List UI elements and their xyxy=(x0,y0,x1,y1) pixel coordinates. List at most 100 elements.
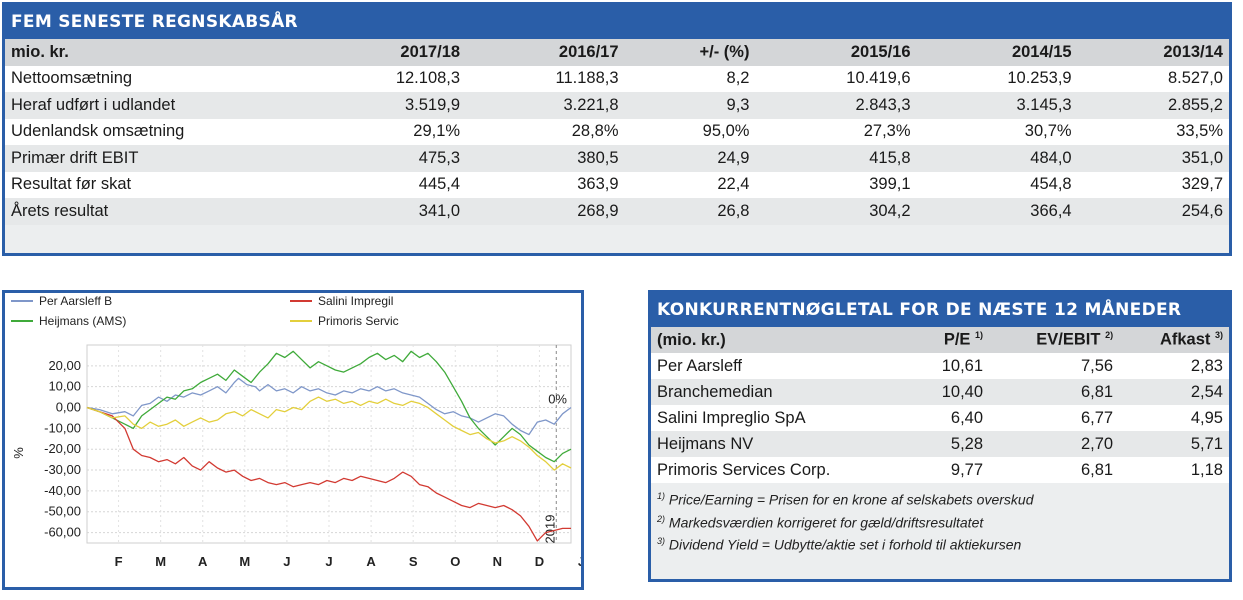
table-cell: 254,6 xyxy=(1077,198,1229,225)
year-label: 2019 xyxy=(542,515,557,544)
x-month-label: S xyxy=(409,554,418,569)
footnote-marker: 1) xyxy=(657,491,666,501)
col-header: 2013/14 xyxy=(1077,39,1229,66)
financials-table: mio. kr. 2017/18 2016/17 +/- (%) 2015/16… xyxy=(5,39,1229,225)
table-cell: 2.855,2 xyxy=(1077,92,1229,119)
table-row: Nettoomsætning 12.108,3 11.188,3 8,2 10.… xyxy=(5,65,1229,92)
footnote-marker: 3) xyxy=(657,536,666,547)
row-label: Heraf udført i udlandet xyxy=(5,92,305,119)
table-cell: 22,4 xyxy=(624,171,756,198)
table-cell: 1,18 xyxy=(1119,457,1229,483)
table-cell: 9,3 xyxy=(624,92,756,119)
financials-title: FEM SENESTE REGNSKABSÅR xyxy=(5,5,1229,39)
footnote: 3) Dividend Yield = Udbytte/aktie set i … xyxy=(657,532,1223,555)
row-label: Per Aarsleff xyxy=(651,353,911,379)
table-cell: 454,8 xyxy=(916,171,1078,198)
zero-label: 0% xyxy=(548,392,567,407)
table-cell: 2,83 xyxy=(1119,353,1229,379)
table-row: Branchemedian 10,40 6,81 2,54 xyxy=(651,379,1229,405)
table-cell: 3.221,8 xyxy=(466,92,625,119)
footnotes: 1) Price/Earning = Prisen for en krone a… xyxy=(651,483,1229,555)
y-tick-label: 0,00 xyxy=(56,400,81,415)
table-cell: 380,5 xyxy=(466,145,625,172)
x-month-label: D xyxy=(535,554,544,569)
y-tick-label: -30,00 xyxy=(44,462,81,477)
series-line xyxy=(86,377,572,436)
table-cell: 445,4 xyxy=(305,171,467,198)
table-cell: 10,61 xyxy=(911,353,990,379)
col-header: +/- (%) xyxy=(624,39,756,66)
y-tick-label: -60,00 xyxy=(44,525,81,540)
col-header: EV/EBIT 2) xyxy=(989,327,1120,353)
table-cell: 29,1% xyxy=(305,118,467,145)
y-tick-label: -40,00 xyxy=(44,483,81,498)
table-row: Resultat før skat 445,4 363,9 22,4 399,1… xyxy=(5,171,1229,198)
footnote: 2) Markedsværdien korrigeret for gæld/dr… xyxy=(657,510,1223,533)
table-cell: 10,40 xyxy=(911,379,990,405)
financials-panel: FEM SENESTE REGNSKABSÅR mio. kr. 2017/18… xyxy=(2,2,1232,256)
row-label: Udenlandsk omsætning xyxy=(5,118,305,145)
series-line xyxy=(86,396,572,471)
table-cell: 30,7% xyxy=(916,118,1078,145)
series-line xyxy=(86,406,571,542)
row-label: Primær drift EBIT xyxy=(5,145,305,172)
y-tick-label: -50,00 xyxy=(44,504,81,519)
table-row: Per Aarsleff 10,61 7,56 2,83 xyxy=(651,353,1229,379)
x-month-label: N xyxy=(493,554,502,569)
col-header: 2016/17 xyxy=(466,39,625,66)
table-row: Primær drift EBIT 475,3 380,5 24,9 415,8… xyxy=(5,145,1229,172)
col-header: (mio. kr.) xyxy=(651,327,911,353)
legend-label: Salini Impregil xyxy=(318,294,393,308)
table-row: Årets resultat 341,0 268,9 26,8 304,2 36… xyxy=(5,198,1229,225)
footnote-text: Markedsværdien korrigeret for gæld/drift… xyxy=(668,514,984,531)
table-cell: 2,54 xyxy=(1119,379,1229,405)
col-header-label: P/E xyxy=(943,330,971,349)
table-cell: 304,2 xyxy=(755,198,917,225)
footnote: 1) Price/Earning = Prisen for en krone a… xyxy=(657,487,1223,510)
table-cell: 12.108,3 xyxy=(305,65,467,92)
table-cell: 4,95 xyxy=(1119,405,1229,431)
x-month-label: O xyxy=(450,554,460,569)
x-month-label: J xyxy=(283,554,290,569)
row-label: Salini Impreglio SpA xyxy=(651,405,911,431)
footnote-ref: 1) xyxy=(975,330,984,341)
table-row: Heijmans NV 5,28 2,70 5,71 xyxy=(651,431,1229,457)
table-cell: 3.519,9 xyxy=(305,92,467,119)
table-cell: 24,9 xyxy=(624,145,756,172)
table-cell: 27,3% xyxy=(755,118,917,145)
col-header-label: EV/EBIT xyxy=(1036,330,1101,349)
competitor-title: KONKURRENTNØGLETAL FOR DE NÆSTE 12 MÅNED… xyxy=(651,293,1229,327)
table-header-row: (mio. kr.) P/E 1) EV/EBIT 2) Afkast 3) xyxy=(651,327,1229,353)
stock-chart: 20,00 10,00 0,00 -10,00 -20,00 -30,00 -40,00 -5… xyxy=(11,294,581,569)
footnote-ref: 3) xyxy=(1214,330,1223,341)
footnote-ref: 2) xyxy=(1105,330,1114,341)
table-cell: 2,70 xyxy=(989,431,1120,457)
row-label: Nettoomsætning xyxy=(5,65,305,92)
x-month-label: M xyxy=(239,554,250,569)
table-row: Heraf udført i udlandet 3.519,9 3.221,8 … xyxy=(5,92,1229,119)
table-cell: 329,7 xyxy=(1077,171,1229,198)
row-label: Heijmans NV xyxy=(651,431,911,457)
table-cell: 475,3 xyxy=(305,145,467,172)
table-cell: 351,0 xyxy=(1077,145,1229,172)
x-month-label: F xyxy=(115,554,123,569)
table-cell: 399,1 xyxy=(755,171,917,198)
col-header: 2015/16 xyxy=(755,39,917,66)
table-cell: 5,71 xyxy=(1119,431,1229,457)
table-cell: 6,77 xyxy=(989,405,1120,431)
table-cell: 10.419,6 xyxy=(755,65,917,92)
x-month-label: J xyxy=(325,554,332,569)
y-tick-label: -10,00 xyxy=(44,420,81,435)
table-cell: 6,81 xyxy=(989,379,1120,405)
table-cell: 3.145,3 xyxy=(916,92,1078,119)
plot-area xyxy=(86,344,572,544)
col-header: Afkast 3) xyxy=(1119,327,1229,353)
table-row: Primoris Services Corp. 9,77 6,81 1,18 xyxy=(651,457,1229,483)
table-cell: 9,77 xyxy=(911,457,990,483)
legend-label: Primoris Servic xyxy=(318,314,399,328)
row-label: Resultat før skat xyxy=(5,171,305,198)
table-cell: 6,40 xyxy=(911,405,990,431)
table-cell: 5,28 xyxy=(911,431,990,457)
y-tick-label: -20,00 xyxy=(44,441,81,456)
col-header-label: (mio. kr.) xyxy=(657,330,726,349)
